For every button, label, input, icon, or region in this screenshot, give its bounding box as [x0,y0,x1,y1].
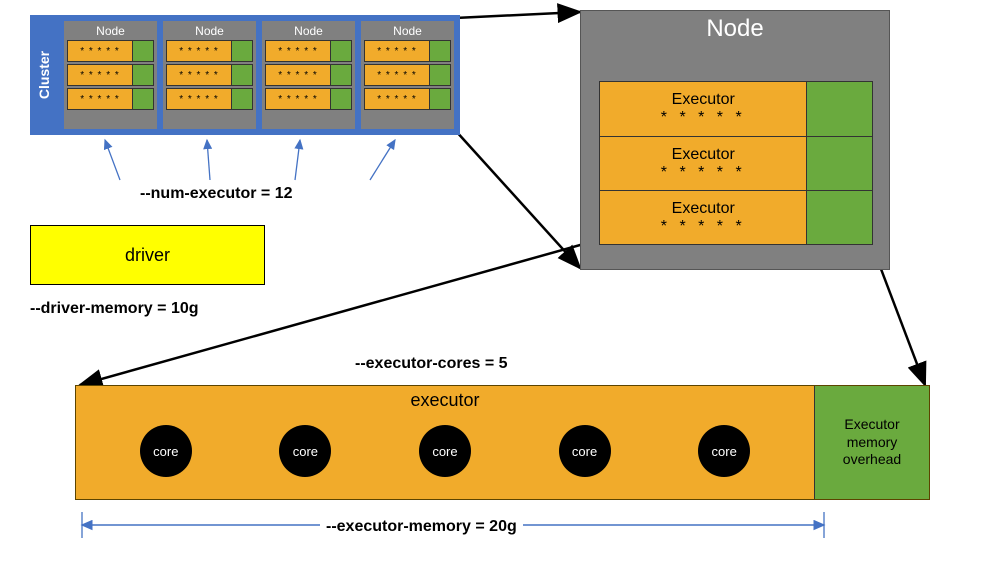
core-circle: core [559,425,611,477]
mini-node: Node * * * * * * * * * * * * * * * [64,21,157,129]
executor-overhead: Executor memory overhead [814,386,929,499]
mini-executor-row: * * * * * [265,64,352,86]
mini-executor-main: * * * * * [167,65,232,85]
cluster: Cluster Node* * * * ** * * * ** * * * *N… [30,15,460,135]
up-arrow-1 [105,140,120,180]
mini-node-title: Node [265,24,352,38]
mini-executor-row: * * * * * [364,88,451,110]
big-node-body: Executor* * * * *Executor* * * * *Execut… [599,81,873,245]
big-executor-label: Executor [672,200,735,218]
mini-executor-main: * * * * * [68,65,133,85]
mini-executor-row: * * * * * [265,40,352,62]
mini-executor-overhead [430,65,450,85]
mini-executor-overhead [331,41,351,61]
core-circle: core [698,425,750,477]
big-executor-row: Executor* * * * * [600,136,872,190]
core-circle: core [140,425,192,477]
mini-executor-main: * * * * * [68,89,133,109]
big-executor-main: Executor* * * * * [600,82,807,136]
mini-executor-row: * * * * * [166,64,253,86]
mini-executor-overhead [331,65,351,85]
big-executor-row: Executor* * * * * [600,82,872,136]
mini-executor-row: * * * * * [67,64,154,86]
big-executor-stars: * * * * * [661,218,746,236]
executor-bar: executor core core core core core Executor m… [75,385,930,500]
mini-executor-main: * * * * * [365,89,430,109]
mini-node: Node * * * * * * * * * * * * * * * [361,21,454,129]
driver-box: driver [30,225,265,285]
big-executor-overhead [807,191,872,244]
num-executor-label: --num-executor = 12 [140,185,292,203]
mini-node-title: Node [166,24,253,38]
mini-executor-row: * * * * * [364,40,451,62]
mini-executor-row: * * * * * [364,64,451,86]
big-executor-overhead [807,82,872,136]
mini-executor-row: * * * * * [265,88,352,110]
big-node-title: Node [581,11,889,43]
mini-executor-overhead [430,89,450,109]
mini-executor-main: * * * * * [365,65,430,85]
mini-executor-overhead [430,41,450,61]
big-executor-stars: * * * * * [661,109,746,127]
up-arrow-4 [370,140,395,180]
big-executor-main: Executor* * * * * [600,137,807,190]
up-arrow-3 [295,140,300,180]
big-executor-label: Executor [672,91,735,109]
mini-executor-row: * * * * * [67,40,154,62]
mini-executor-main: * * * * * [266,41,331,61]
big-executor-stars: * * * * * [661,164,746,182]
mini-executor-overhead [232,89,252,109]
executor-cores-label: --executor-cores = 5 [355,355,508,373]
mini-executor-main: * * * * * [167,41,232,61]
mini-executor-main: * * * * * [68,41,133,61]
mini-node: Node * * * * * * * * * * * * * * * [262,21,355,129]
mini-executor-overhead [232,41,252,61]
cluster-label-strip: Cluster [30,15,58,135]
executor-main: executor core core core core core [76,386,814,499]
cluster-label: Cluster [36,51,52,99]
core-circle: core [279,425,331,477]
cluster-body: Node * * * * * * * * * * * * * * * Node * * *… [58,15,460,135]
executor-memory-label: --executor-memory = 20g [320,518,523,536]
mini-executor-main: * * * * * [167,89,232,109]
mini-executor-main: * * * * * [365,41,430,61]
zoom-arrow-top [455,12,580,18]
big-executor-main: Executor* * * * * [600,191,807,244]
core-circle: core [419,425,471,477]
zoom-arrow-bottom [455,130,580,268]
cores-row: core core core core core [76,411,814,499]
mini-executor-overhead [133,41,153,61]
mini-executor-main: * * * * * [266,65,331,85]
up-arrow-2 [207,140,210,180]
mini-executor-overhead [133,65,153,85]
mini-node-title: Node [364,24,451,38]
big-executor-row: Executor* * * * * [600,190,872,244]
executor-title: executor [410,390,479,411]
mini-executor-row: * * * * * [166,40,253,62]
driver-label: driver [125,245,170,266]
big-executor-overhead [807,137,872,190]
mini-node: Node * * * * * * * * * * * * * * * [163,21,256,129]
driver-memory-label: --driver-memory = 10g [30,300,199,318]
mini-executor-row: * * * * * [67,88,154,110]
mini-executor-overhead [232,65,252,85]
mini-executor-overhead [133,89,153,109]
mini-executor-overhead [331,89,351,109]
mini-node-title: Node [67,24,154,38]
big-node: Node Executor* * * * *Executor* * * * *E… [580,10,890,270]
big-executor-label: Executor [672,146,735,164]
mini-executor-row: * * * * * [166,88,253,110]
mini-executor-main: * * * * * [266,89,331,109]
